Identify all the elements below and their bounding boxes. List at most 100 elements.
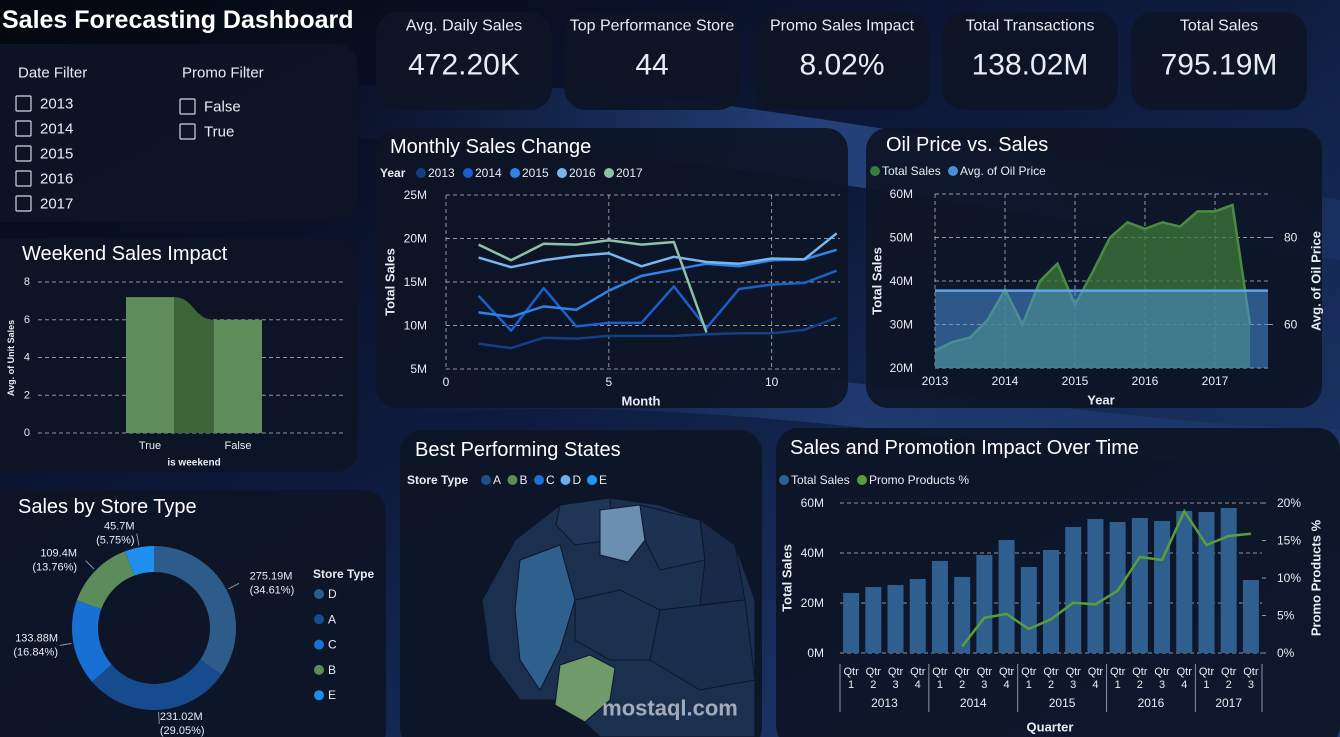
legend-marker [779, 475, 789, 485]
bar [1242, 580, 1259, 653]
kpi-card [1131, 12, 1307, 110]
legend-marker [560, 475, 571, 485]
data-label: 275.19M [250, 570, 293, 582]
legend-label: A [328, 612, 336, 626]
legend-label: A [493, 473, 501, 487]
y-tick-label: 6 [24, 314, 30, 326]
legend-label: B [328, 663, 336, 677]
y-tick-label: 2 [24, 389, 30, 401]
legend-label: Total Sales [791, 473, 850, 487]
filter-option: 2014 [40, 121, 73, 138]
kpi-value: 8.02% [799, 49, 884, 82]
legend-label: 2017 [616, 166, 643, 180]
y2-tick-label: 80 [1284, 231, 1298, 245]
y-tick-label: 10M [404, 319, 427, 333]
checkbox[interactable] [179, 98, 196, 115]
bar [1131, 518, 1148, 653]
map-region [639, 504, 706, 571]
x-tick-label: 2013 [922, 374, 949, 388]
checkbox[interactable] [15, 120, 32, 137]
map-region [599, 504, 646, 563]
filter-option: 2015 [40, 146, 73, 163]
x-group-label: 2014 [960, 696, 987, 710]
y2-axis-title: Promo Products % [1309, 519, 1324, 636]
legend-marker [507, 475, 518, 485]
bar [931, 561, 948, 653]
y-tick-label: 25M [404, 188, 427, 202]
data-label: 45.7M [104, 521, 135, 533]
donut-slice [125, 546, 154, 576]
y-tick-label: 5M [410, 362, 427, 376]
x-tick-label: 0 [443, 375, 450, 389]
dashboard-title: Sales Forecasting Dashboard [2, 6, 354, 34]
panel [0, 44, 358, 222]
y2-tick-label: 0% [1277, 646, 1295, 660]
x-tick-label: 2016 [1132, 374, 1159, 388]
x-group-label: 2015 [1049, 696, 1076, 710]
data-label: 109.4M [40, 548, 77, 560]
checkbox[interactable] [15, 195, 32, 212]
data-label: 231.02M [160, 711, 203, 723]
donut-slice [76, 551, 135, 610]
chart-title: Sales by Store Type [18, 496, 197, 518]
x-axis-title: Year [1087, 393, 1114, 408]
y-tick-label: 0 [24, 427, 30, 439]
filter-option: 2017 [40, 196, 73, 213]
kpi-label: Total Sales [1180, 18, 1258, 35]
kpi-label: Top Performance Store [570, 18, 735, 35]
chart-title: Sales and Promotion Impact Over Time [790, 437, 1139, 459]
y-tick-label: 20M [404, 232, 427, 246]
map-region [555, 497, 613, 546]
leader-line [136, 533, 140, 546]
y-axis-title: Total Sales [383, 248, 398, 316]
legend-label: Avg. of Oil Price [960, 164, 1046, 178]
legend-label: 2015 [522, 166, 549, 180]
x-tick-label: False [225, 440, 252, 452]
bar [1043, 550, 1059, 653]
y-axis-title: Total Sales [870, 247, 885, 315]
legend-marker [604, 168, 614, 178]
kpi-card [754, 12, 930, 110]
data-label: (29.05%) [160, 725, 205, 737]
legend-label: Promo Products % [869, 473, 969, 487]
line-series [478, 316, 838, 350]
y-tick-label: 60M [890, 187, 913, 201]
bar [1109, 522, 1126, 653]
y-tick-label: 50M [890, 231, 913, 245]
line-series [477, 269, 838, 332]
y-tick-label: 40M [801, 546, 824, 560]
data-label: (13.76%) [32, 562, 77, 574]
donut-slice [72, 600, 112, 682]
kpi-value: 138.02M [972, 49, 1089, 82]
legend-label: D [328, 587, 337, 601]
legend-marker [314, 690, 324, 701]
y-tick-label: 60M [801, 496, 824, 510]
checkbox[interactable] [15, 170, 32, 187]
kpi-card [942, 12, 1118, 110]
checkbox[interactable] [15, 95, 32, 112]
kpi-value: 44 [635, 49, 668, 82]
bar [998, 540, 1015, 653]
x-axis-title: Quarter [1027, 720, 1074, 735]
legend-marker [416, 168, 426, 178]
leader-line [158, 711, 160, 724]
legend-label: Total Sales [882, 164, 941, 178]
leader-line [59, 642, 72, 647]
bar [1176, 511, 1193, 653]
y-tick-label: 15M [404, 275, 427, 289]
line-series [478, 248, 838, 319]
y-tick-label: 0M [807, 646, 824, 660]
legend-label: E [599, 473, 607, 487]
y2-tick-label: 5% [1277, 609, 1295, 623]
leader-line [85, 560, 95, 570]
y2-tick-label: 10% [1277, 571, 1301, 585]
bar [865, 587, 882, 653]
legend-marker [534, 475, 544, 485]
legend-marker [314, 664, 324, 675]
y-tick-label: 8 [24, 276, 30, 288]
x-tick-label: True [139, 440, 161, 452]
checkbox[interactable] [15, 145, 32, 162]
checkbox[interactable] [179, 123, 196, 140]
line-series [478, 232, 838, 269]
